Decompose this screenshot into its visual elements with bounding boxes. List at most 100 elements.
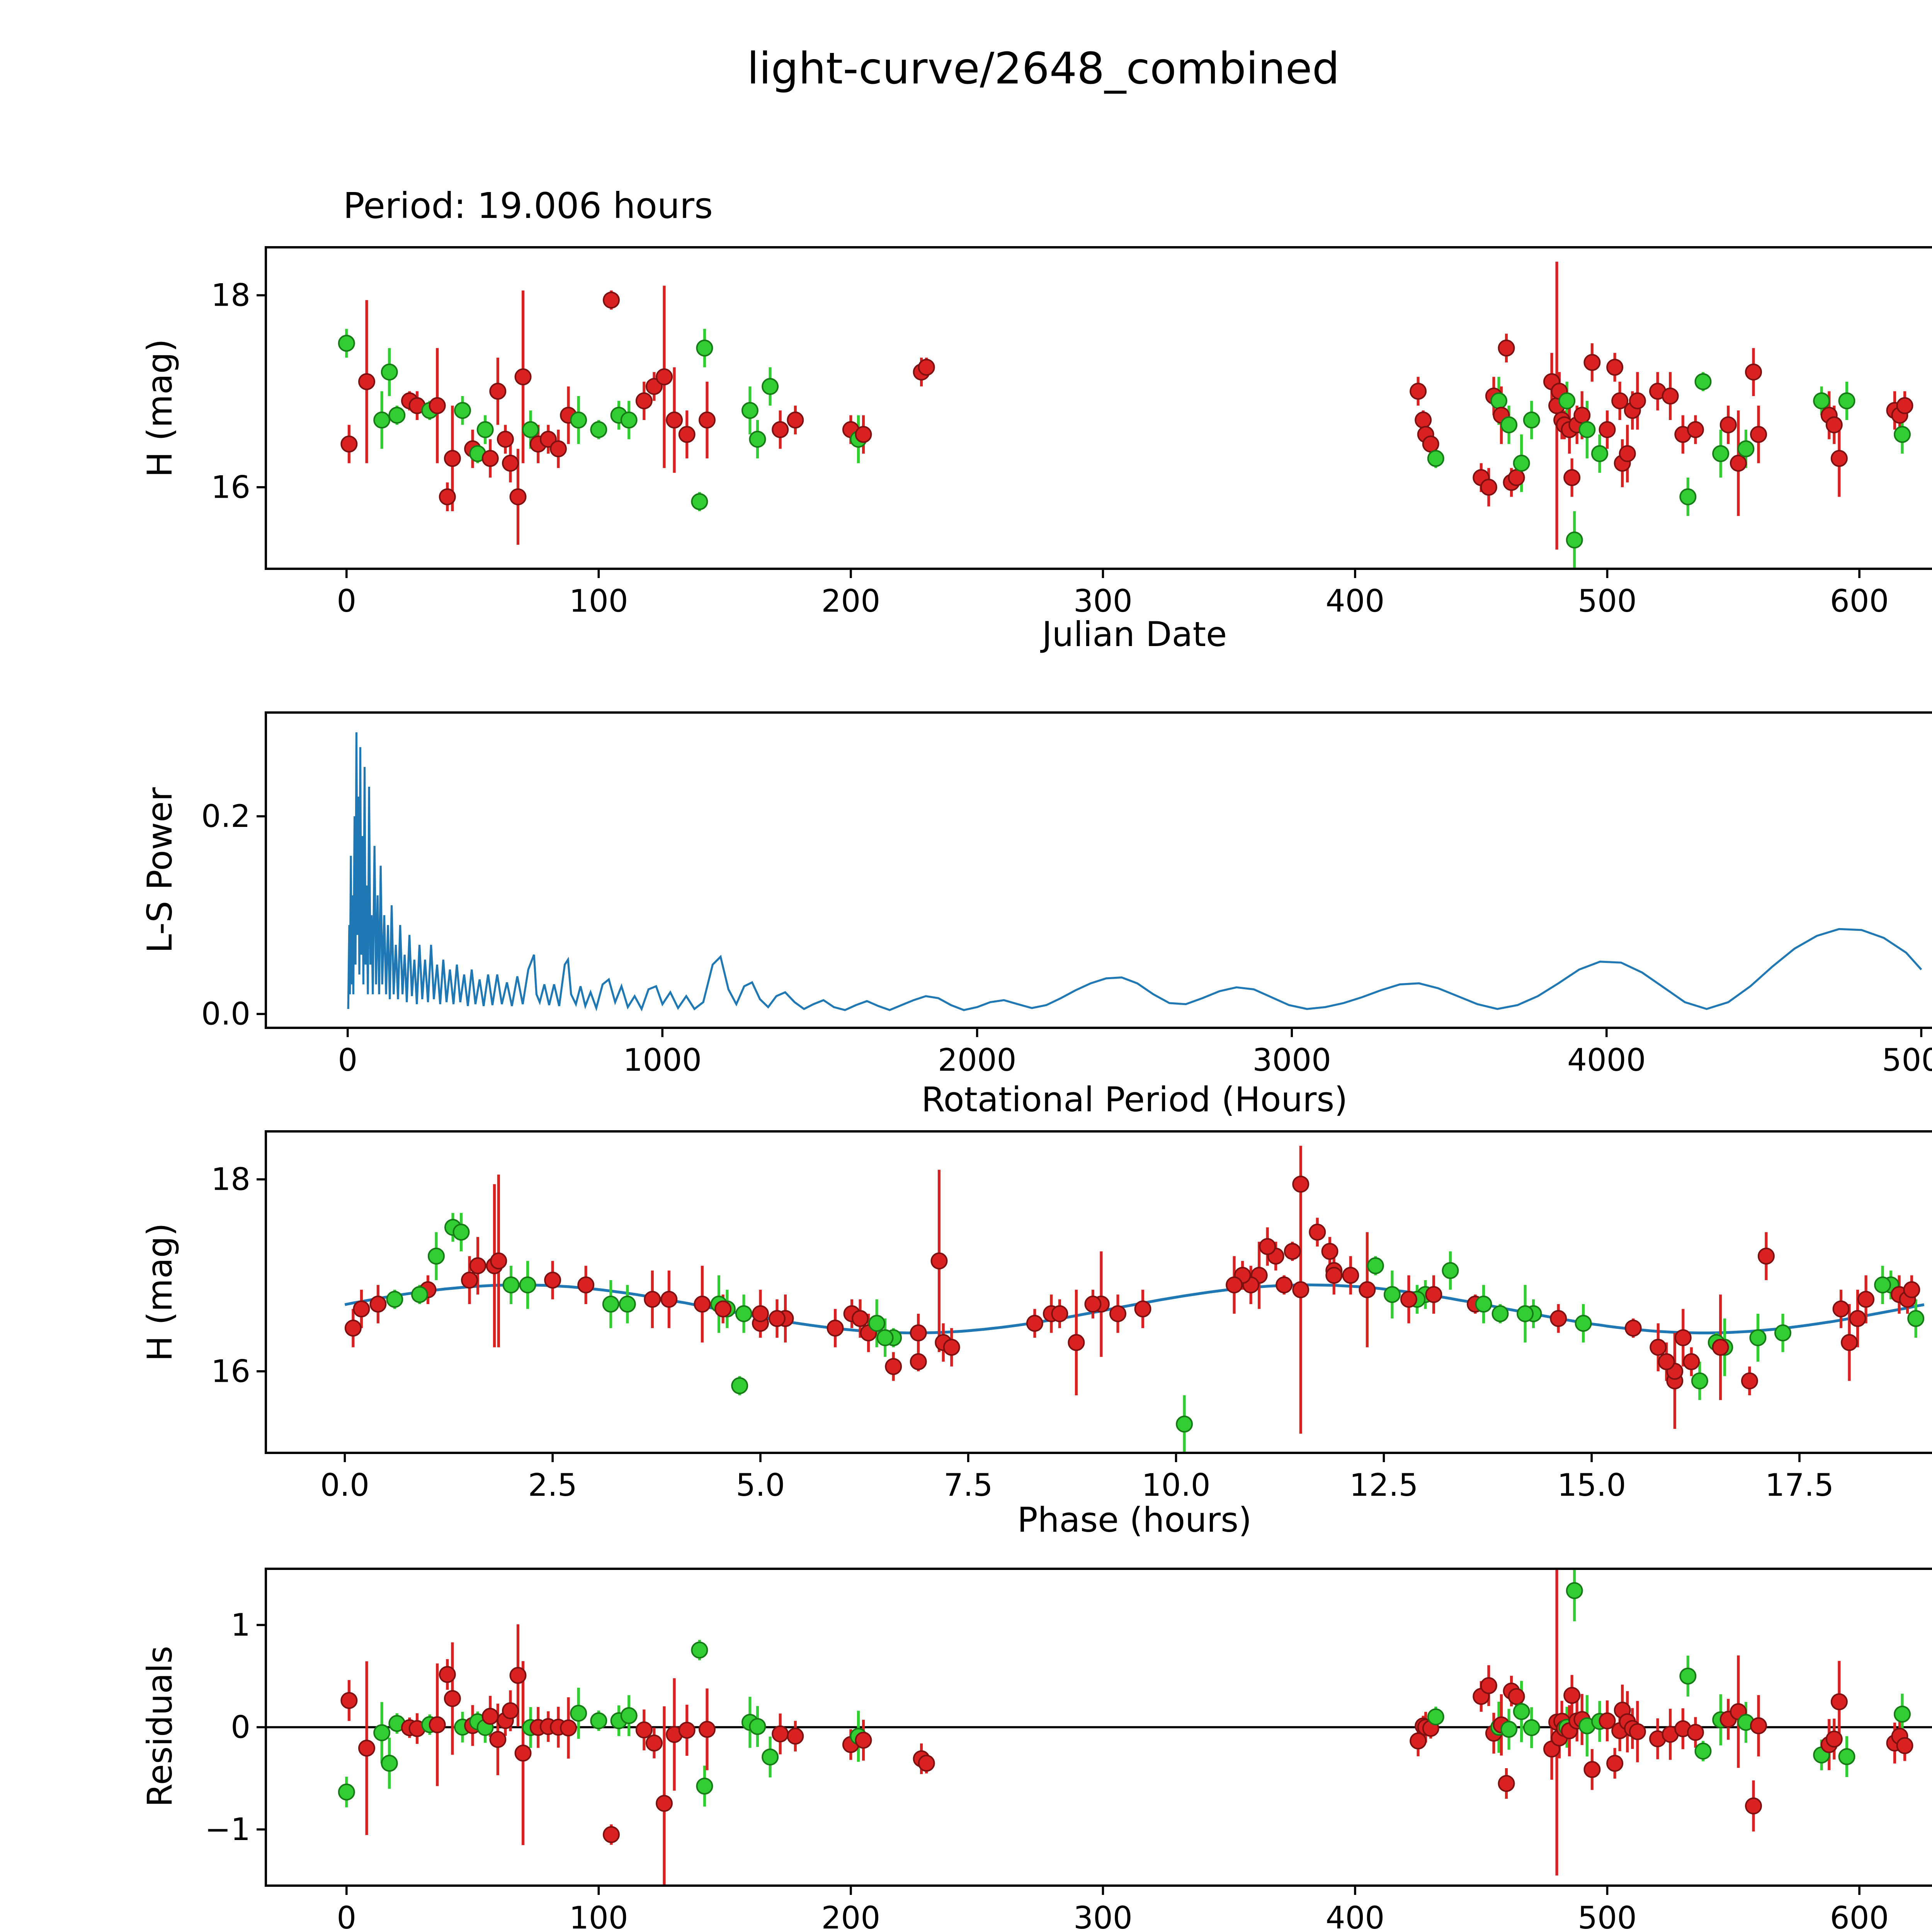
y-tick-label: 1	[231, 1607, 250, 1643]
data-point	[444, 450, 461, 467]
data-point	[1857, 1291, 1875, 1308]
data-point	[1907, 1310, 1925, 1327]
data-point	[1342, 1267, 1359, 1284]
x-tick-label: 200	[821, 583, 881, 619]
x-tick-label: 400	[1326, 583, 1385, 619]
data-point	[1606, 359, 1624, 376]
data-point	[910, 1353, 927, 1371]
data-point	[1674, 1329, 1692, 1346]
data-point	[489, 383, 507, 400]
data-point	[1427, 450, 1444, 467]
data-point	[1838, 392, 1855, 410]
data-point	[373, 412, 391, 429]
x-tick-label: 2000	[938, 1042, 1017, 1078]
data-point	[1480, 1677, 1497, 1694]
data-point	[1292, 1175, 1310, 1193]
data-point	[619, 1296, 636, 1313]
data-point	[373, 1724, 391, 1742]
data-point	[1896, 397, 1913, 414]
x-tick-label: 3000	[1252, 1042, 1331, 1078]
data-point	[620, 1707, 638, 1725]
data-point	[1687, 1724, 1704, 1741]
y-tick-label: 0.2	[201, 798, 250, 834]
data-point	[344, 1320, 362, 1337]
data-point	[644, 1291, 661, 1308]
data-point	[852, 1310, 869, 1327]
data-point	[502, 454, 519, 472]
data-point	[1719, 416, 1737, 434]
y-tick-label: −1	[205, 1811, 250, 1847]
data-point	[1566, 1582, 1583, 1599]
data-point	[1830, 450, 1848, 467]
data-point	[741, 402, 759, 419]
data-point	[855, 1731, 872, 1749]
x-tick-label: 0.0	[320, 1467, 369, 1503]
data-point	[1832, 1300, 1850, 1318]
y-tick-label: 0.0	[201, 996, 250, 1032]
data-point	[1629, 392, 1646, 410]
data-point	[1838, 1748, 1855, 1765]
data-point	[544, 1271, 561, 1289]
data-point	[461, 1271, 478, 1289]
plot-area-residuals	[266, 1569, 1932, 1886]
data-point	[388, 406, 406, 424]
data-point	[444, 1690, 461, 1707]
data-point	[519, 1276, 536, 1294]
data-point	[1523, 1719, 1540, 1736]
data-point	[469, 1257, 486, 1274]
xlabel-periodogram: Rotational Period (Hours)	[921, 1082, 1348, 1121]
data-point	[514, 1745, 532, 1762]
data-point	[1774, 1324, 1791, 1342]
x-tick-label: 10.0	[1141, 1467, 1210, 1503]
data-point	[918, 1755, 935, 1772]
x-tick-label: 500	[1578, 583, 1637, 619]
x-tick-label: 2.5	[528, 1467, 577, 1503]
data-point	[696, 1777, 713, 1795]
data-point	[1750, 426, 1767, 443]
data-point	[1578, 421, 1596, 438]
data-point	[1749, 1329, 1767, 1346]
data-point	[696, 339, 713, 357]
data-point	[1619, 445, 1636, 462]
data-point	[1599, 1712, 1616, 1730]
data-point	[429, 397, 446, 414]
data-point	[827, 1320, 844, 1337]
data-point	[570, 1704, 587, 1722]
data-point	[549, 440, 567, 457]
data-point	[1679, 1667, 1697, 1685]
data-point	[787, 1728, 804, 1745]
data-point	[1841, 1334, 1858, 1351]
x-tick-label: 200	[821, 1900, 881, 1932]
period-annotation: Period: 19.006 hours	[343, 187, 713, 227]
data-point	[509, 1667, 527, 1684]
data-point	[476, 421, 494, 438]
figure-title: light-curve/2648_combined	[747, 43, 1340, 94]
data-point	[602, 1826, 620, 1843]
x-tick-label: 600	[1830, 583, 1889, 619]
data-point	[560, 1719, 577, 1736]
data-point	[1813, 392, 1830, 410]
data-point	[1068, 1334, 1085, 1351]
plot-area-lightcurve	[338, 262, 1913, 569]
data-point	[749, 430, 766, 448]
plot-area-periodogram	[347, 732, 1922, 1012]
ylabel-residuals: Residuals	[142, 1646, 181, 1807]
data-point	[577, 1276, 595, 1294]
data-point	[1624, 1320, 1642, 1337]
data-point	[1849, 1310, 1866, 1327]
data-point	[1359, 1281, 1376, 1298]
data-point	[1694, 373, 1712, 390]
data-point	[502, 1702, 519, 1719]
data-point	[1694, 1742, 1712, 1760]
data-point	[570, 412, 587, 429]
data-point	[1176, 1415, 1193, 1433]
data-point	[386, 1291, 403, 1308]
data-point	[522, 421, 539, 438]
data-point	[1513, 454, 1530, 472]
ls-power-line	[347, 732, 1922, 1012]
x-tick-label: 1000	[623, 1042, 702, 1078]
y-tick-label: 0	[231, 1709, 250, 1745]
data-point	[918, 359, 935, 376]
data-point	[698, 1721, 716, 1738]
data-point	[1683, 1353, 1700, 1371]
